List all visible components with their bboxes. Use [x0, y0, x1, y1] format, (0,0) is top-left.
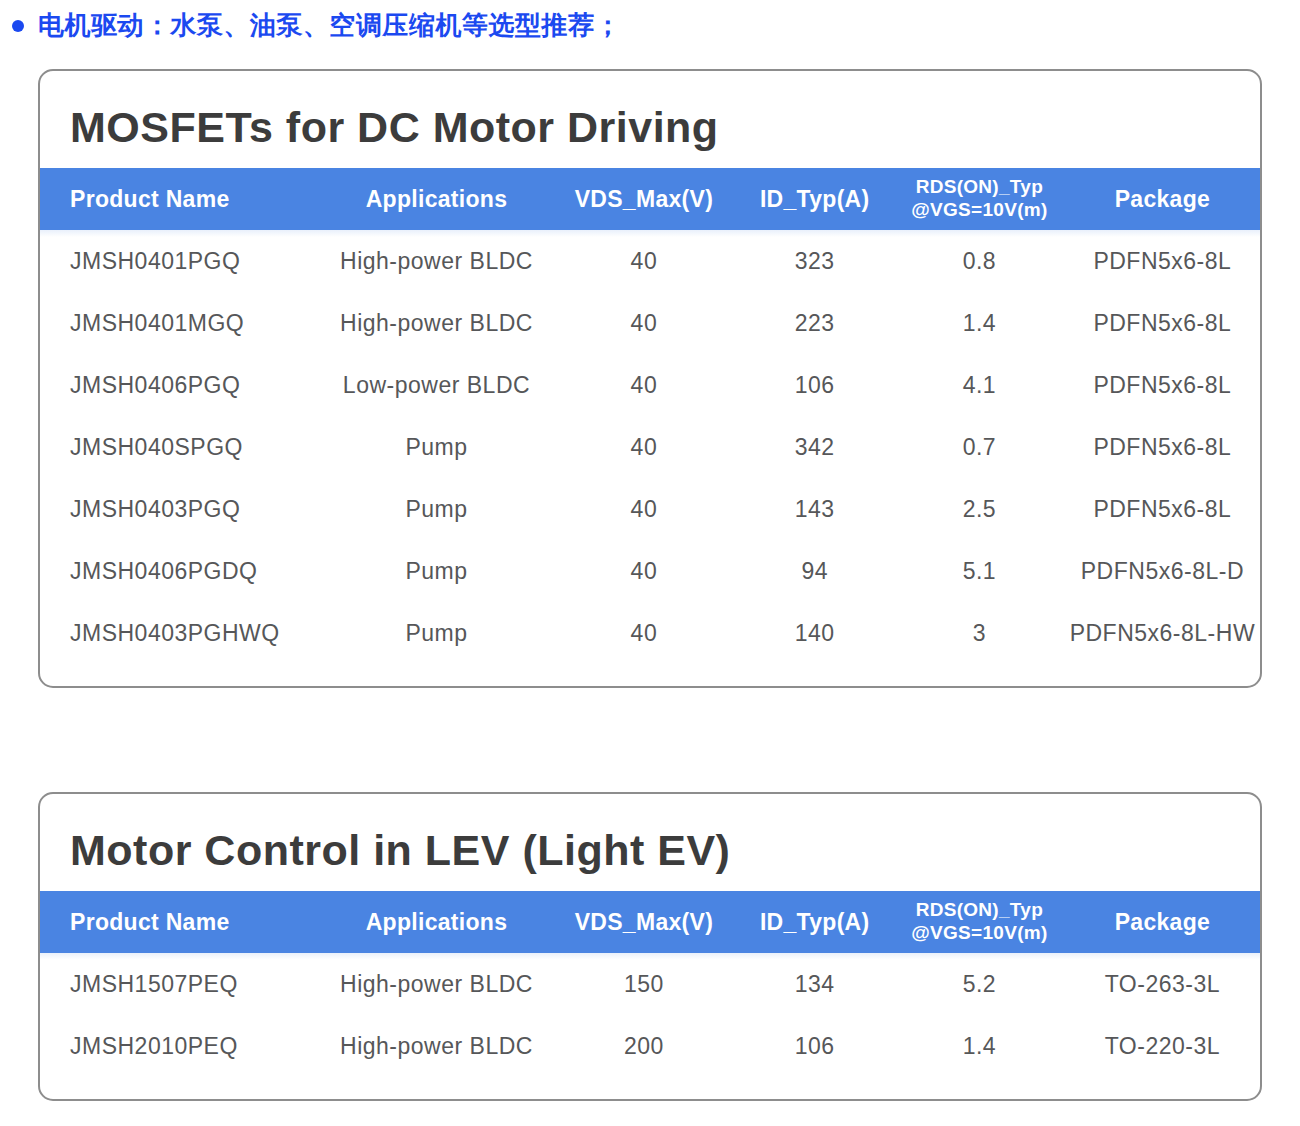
cell-id-typ: 94	[735, 540, 894, 602]
cell-applications: Pump	[321, 416, 553, 478]
card-title-lev: Motor Control in LEV (Light EV)	[40, 794, 1260, 891]
cell-vds-max: 40	[552, 478, 735, 540]
cell-rds-on-typ: 4.1	[894, 354, 1065, 416]
cell-product-name: JMSH0401MGQ	[40, 292, 321, 354]
table-row: JMSH0406PGDQPump40945.1PDFN5x6-8L-D	[40, 540, 1260, 602]
cell-rds-on-typ: 1.4	[894, 292, 1065, 354]
table-row: JMSH0401MGQHigh-power BLDC402231.4PDFN5x…	[40, 292, 1260, 354]
table-row: JMSH2010PEQHigh-power BLDC2001061.4TO-22…	[40, 1015, 1260, 1077]
cell-id-typ: 323	[735, 230, 894, 292]
dc-motor-table: Product NameApplicationsVDS_Max(V)ID_Typ…	[40, 168, 1260, 664]
cell-rds-on-typ: 3	[894, 602, 1065, 664]
dc-motor-table-body: JMSH0401PGQHigh-power BLDC403230.8PDFN5x…	[40, 230, 1260, 664]
cell-vds-max: 40	[552, 354, 735, 416]
table-row: JMSH0406PGQLow-power BLDC401064.1PDFN5x6…	[40, 354, 1260, 416]
bullet-icon	[12, 20, 24, 32]
cell-package: PDFN5x6-8L	[1065, 478, 1260, 540]
cell-rds-on-typ: 2.5	[894, 478, 1065, 540]
cell-product-name: JMSH2010PEQ	[40, 1015, 321, 1077]
cell-applications: High-power BLDC	[321, 292, 553, 354]
table-row: JMSH0401PGQHigh-power BLDC403230.8PDFN5x…	[40, 230, 1260, 292]
card-title-dc-motor: MOSFETs for DC Motor Driving	[40, 71, 1260, 168]
cell-package: PDFN5x6-8L-HW	[1065, 602, 1260, 664]
cell-product-name: JMSH0401PGQ	[40, 230, 321, 292]
table-row: JMSH0403PGQPump401432.5PDFN5x6-8L	[40, 478, 1260, 540]
cell-vds-max: 40	[552, 416, 735, 478]
cell-package: PDFN5x6-8L	[1065, 354, 1260, 416]
cell-package: PDFN5x6-8L-D	[1065, 540, 1260, 602]
cell-vds-max: 150	[552, 953, 735, 1015]
cell-vds-max: 40	[552, 540, 735, 602]
cell-rds-on-typ: 1.4	[894, 1015, 1065, 1077]
table-row: JMSH040SPGQPump403420.7PDFN5x6-8L	[40, 416, 1260, 478]
cell-applications: Pump	[321, 602, 553, 664]
cell-applications: Pump	[321, 540, 553, 602]
cell-id-typ: 106	[735, 1015, 894, 1077]
lev-motor-control-card: Motor Control in LEV (Light EV) Product …	[38, 792, 1262, 1101]
column-header-rds-on-typ: RDS(ON)_Typ @VGS=10V(m)	[894, 891, 1065, 953]
card-bottom-padding	[40, 664, 1260, 686]
cell-id-typ: 342	[735, 416, 894, 478]
cell-package: PDFN5x6-8L	[1065, 416, 1260, 478]
column-header-applications: Applications	[321, 168, 553, 230]
column-header-id-typ: ID_Typ(A)	[735, 168, 894, 230]
lev-table: Product NameApplicationsVDS_Max(V)ID_Typ…	[40, 891, 1260, 1077]
cell-product-name: JMSH0403PGQ	[40, 478, 321, 540]
cell-id-typ: 106	[735, 354, 894, 416]
heading-text: 电机驱动：水泵、油泵、空调压缩机等选型推荐；	[38, 8, 621, 43]
cell-vds-max: 200	[552, 1015, 735, 1077]
page-heading: 电机驱动：水泵、油泵、空调压缩机等选型推荐；	[0, 0, 1300, 43]
cell-applications: Low-power BLDC	[321, 354, 553, 416]
cell-applications: High-power BLDC	[321, 953, 553, 1015]
dc-motor-driving-card: MOSFETs for DC Motor Driving Product Nam…	[38, 69, 1262, 688]
column-header-vds-max: VDS_Max(V)	[552, 168, 735, 230]
cell-package: TO-220-3L	[1065, 1015, 1260, 1077]
column-header-vds-max: VDS_Max(V)	[552, 891, 735, 953]
header-row: Product NameApplicationsVDS_Max(V)ID_Typ…	[40, 168, 1260, 230]
header-row: Product NameApplicationsVDS_Max(V)ID_Typ…	[40, 891, 1260, 953]
cell-id-typ: 140	[735, 602, 894, 664]
cell-package: PDFN5x6-8L	[1065, 230, 1260, 292]
cell-id-typ: 134	[735, 953, 894, 1015]
column-header-id-typ: ID_Typ(A)	[735, 891, 894, 953]
cell-vds-max: 40	[552, 230, 735, 292]
column-header-package: Package	[1065, 168, 1260, 230]
column-header-rds-on-typ: RDS(ON)_Typ @VGS=10V(m)	[894, 168, 1065, 230]
cell-product-name: JMSH0406PGQ	[40, 354, 321, 416]
table-row: JMSH1507PEQHigh-power BLDC1501345.2TO-26…	[40, 953, 1260, 1015]
cell-vds-max: 40	[552, 602, 735, 664]
dc-motor-table-header: Product NameApplicationsVDS_Max(V)ID_Typ…	[40, 168, 1260, 230]
cell-applications: Pump	[321, 478, 553, 540]
cell-package: TO-263-3L	[1065, 953, 1260, 1015]
lev-table-body: JMSH1507PEQHigh-power BLDC1501345.2TO-26…	[40, 953, 1260, 1077]
cell-id-typ: 143	[735, 478, 894, 540]
cell-rds-on-typ: 5.2	[894, 953, 1065, 1015]
cell-package: PDFN5x6-8L	[1065, 292, 1260, 354]
cell-product-name: JMSH040SPGQ	[40, 416, 321, 478]
column-header-package: Package	[1065, 891, 1260, 953]
column-header-product-name: Product Name	[40, 891, 321, 953]
cell-id-typ: 223	[735, 292, 894, 354]
table-row: JMSH0403PGHWQPump401403PDFN5x6-8L-HW	[40, 602, 1260, 664]
column-header-product-name: Product Name	[40, 168, 321, 230]
cell-rds-on-typ: 0.8	[894, 230, 1065, 292]
cell-product-name: JMSH0403PGHWQ	[40, 602, 321, 664]
cell-product-name: JMSH1507PEQ	[40, 953, 321, 1015]
card-bottom-padding	[40, 1077, 1260, 1099]
cell-product-name: JMSH0406PGDQ	[40, 540, 321, 602]
lev-table-header: Product NameApplicationsVDS_Max(V)ID_Typ…	[40, 891, 1260, 953]
cell-rds-on-typ: 0.7	[894, 416, 1065, 478]
cell-vds-max: 40	[552, 292, 735, 354]
cell-applications: High-power BLDC	[321, 230, 553, 292]
cell-applications: High-power BLDC	[321, 1015, 553, 1077]
cell-rds-on-typ: 5.1	[894, 540, 1065, 602]
column-header-applications: Applications	[321, 891, 553, 953]
